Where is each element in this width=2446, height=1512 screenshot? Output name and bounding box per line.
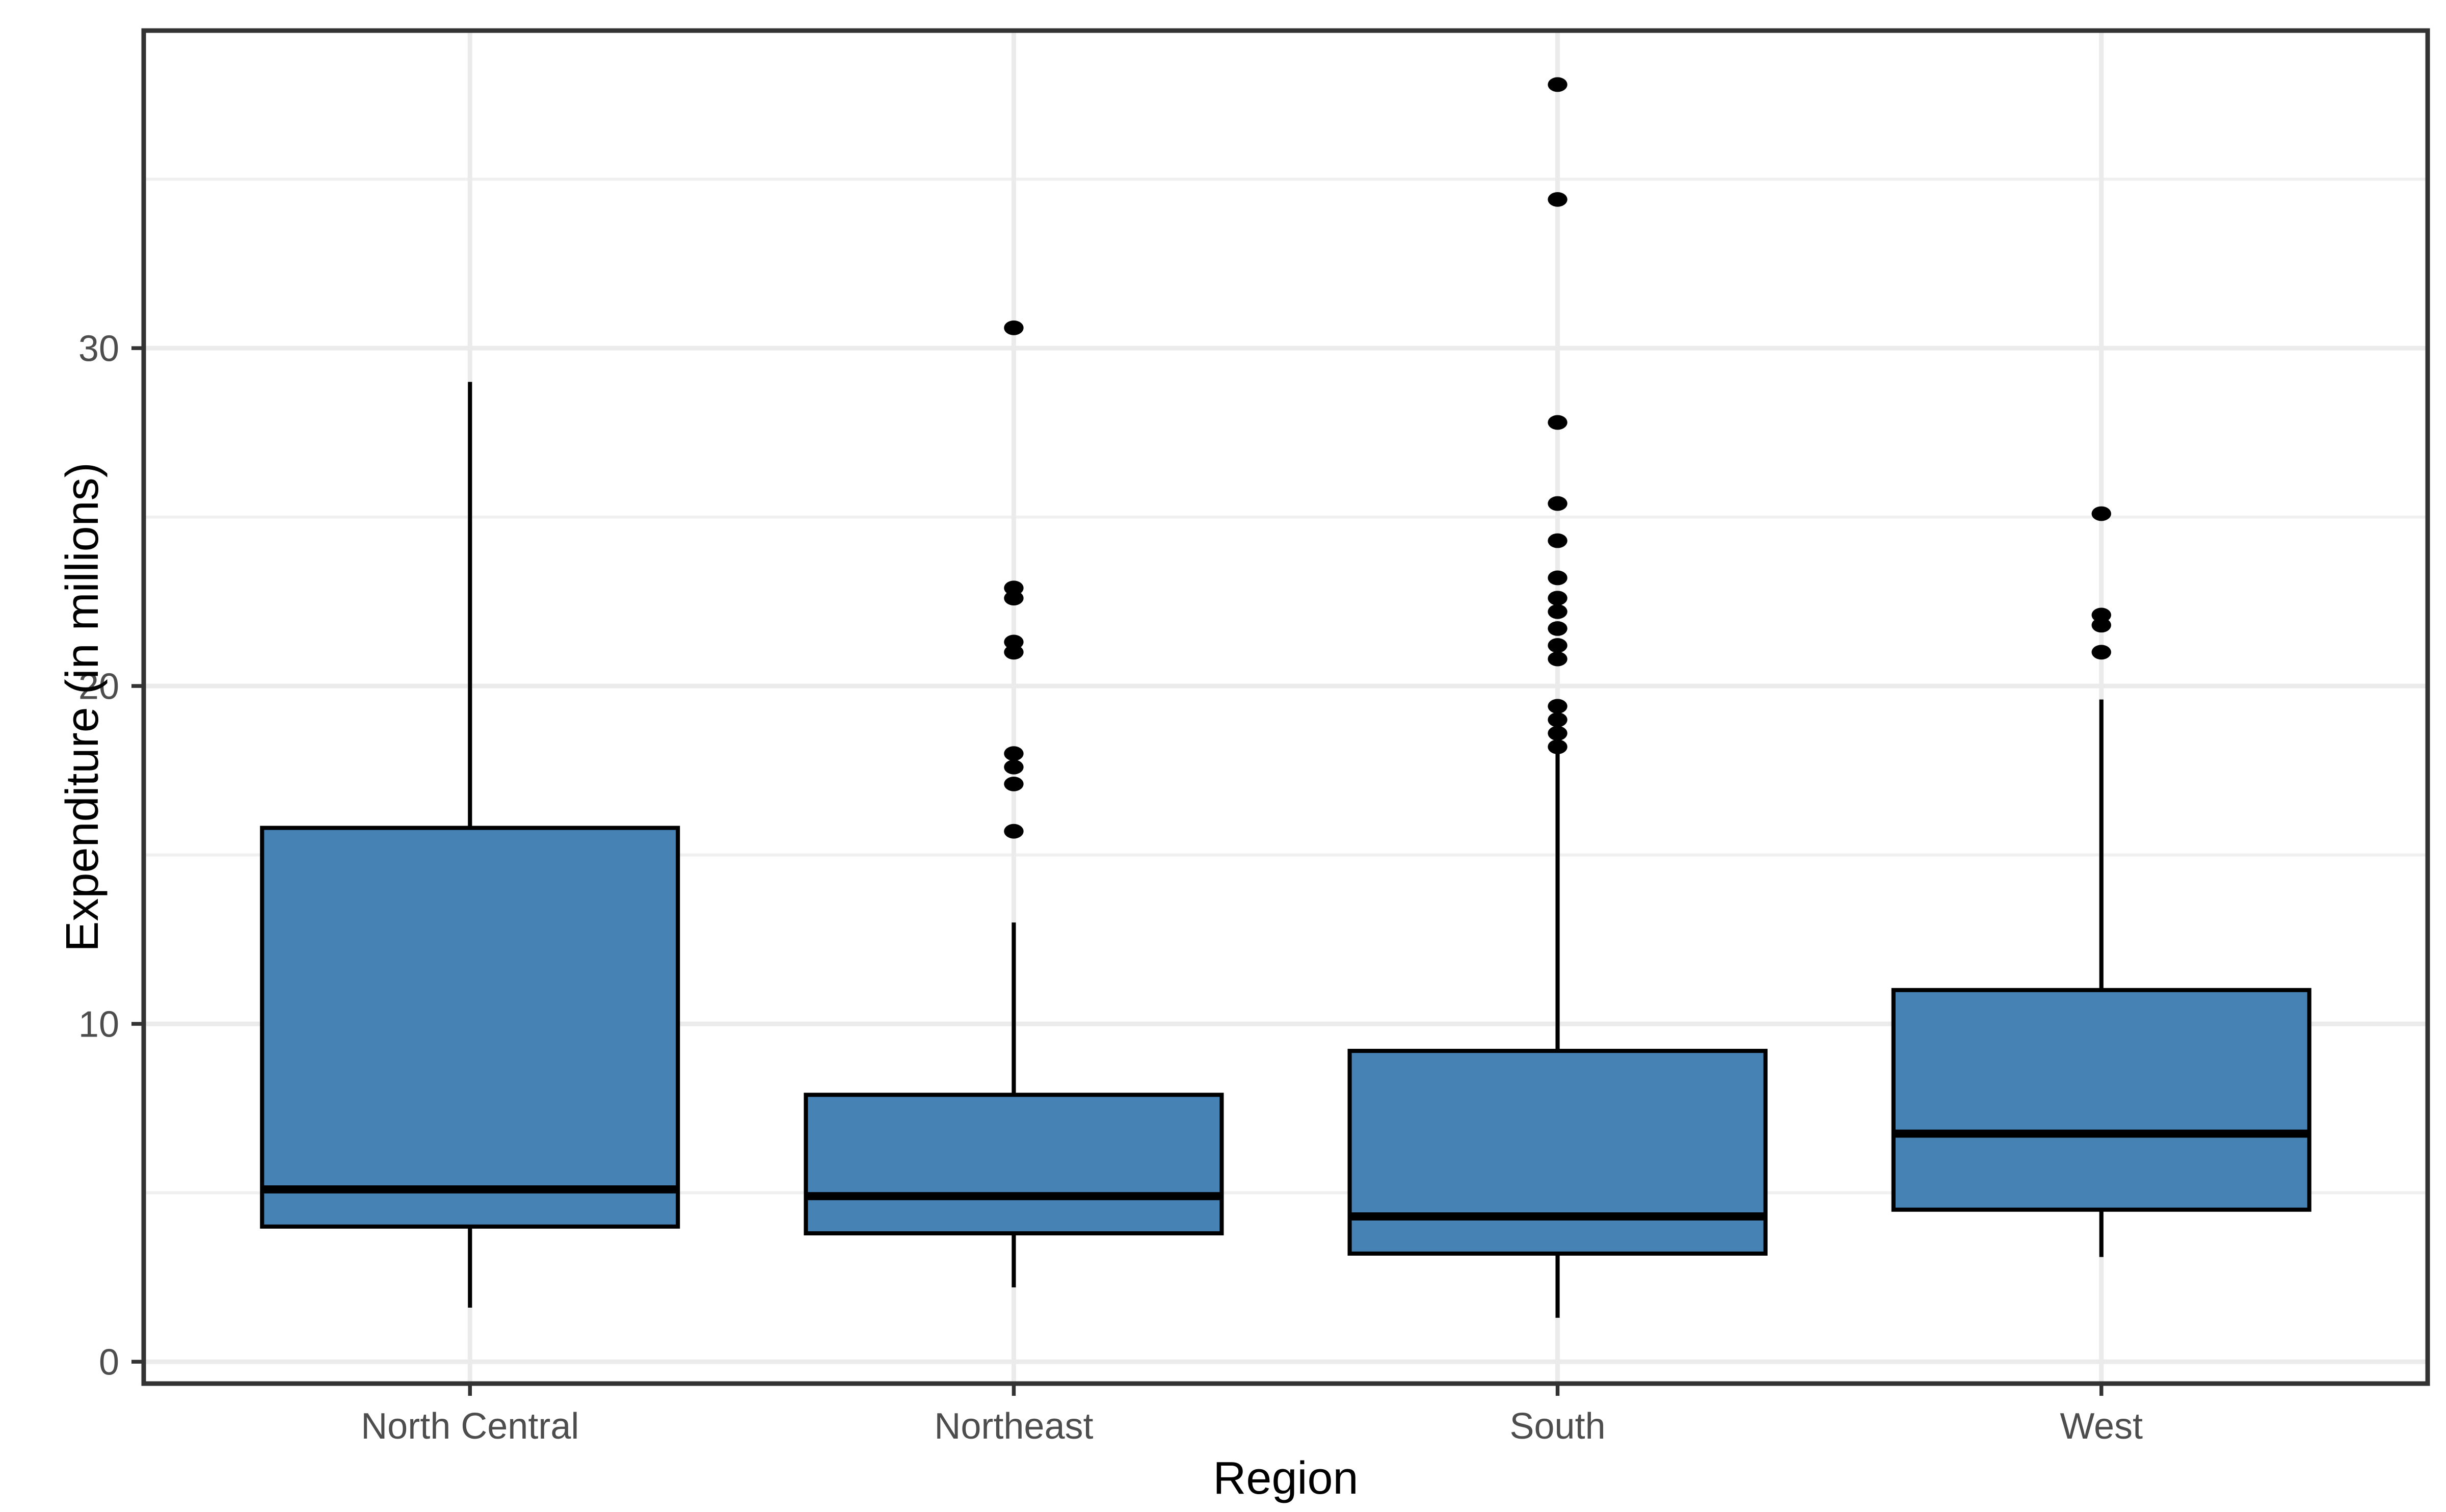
outlier-point-south-18.2 — [1548, 739, 1567, 754]
outlier-point-south-34.4 — [1548, 192, 1567, 207]
boxplot-west — [1891, 506, 2311, 1257]
panel-border — [141, 28, 2430, 1386]
y-tick-label-10: 10 — [78, 1004, 119, 1045]
axis-ticks-layer — [131, 346, 2104, 1396]
outlier-point-northeast-21 — [1004, 645, 1024, 660]
y-tick-label-30: 30 — [78, 328, 119, 369]
outlier-point-south-19.4 — [1548, 699, 1567, 714]
boxplot-northeast — [804, 320, 1224, 1288]
outlier-point-south-22.2 — [1548, 604, 1567, 619]
x-tick-label-northeast: Northeast — [934, 1406, 1093, 1447]
outlier-point-south-27.8 — [1548, 415, 1567, 430]
x-axis-title: Region — [1213, 1453, 1358, 1504]
axis-labels-layer: 0 10 20 30 North Central Northeast South West — [78, 328, 2143, 1447]
y-tick-label-0: 0 — [99, 1342, 119, 1383]
box-iqr-west — [1891, 988, 2311, 1212]
boxplot-north-central — [260, 382, 680, 1308]
outlier-point-south-23.2 — [1548, 570, 1567, 586]
outlier-point-northeast-17.1 — [1004, 776, 1024, 791]
outlier-point-south-24.3 — [1548, 533, 1567, 548]
outlier-point-south-22.6 — [1548, 591, 1567, 606]
outlier-point-northeast-15.7 — [1004, 824, 1024, 839]
x-tick-label-north-central: North Central — [361, 1406, 579, 1447]
outlier-point-northeast-22.9 — [1004, 580, 1024, 596]
x-tick-label-west: West — [2060, 1406, 2143, 1447]
boxplot-south — [1347, 77, 1768, 1318]
outlier-point-south-21.2 — [1548, 638, 1567, 653]
box-iqr-north-central — [260, 826, 680, 1229]
outlier-point-south-37.8 — [1548, 77, 1567, 92]
box-iqr-south — [1347, 1049, 1768, 1256]
outlier-point-south-25.4 — [1548, 496, 1567, 511]
x-tick-label-south: South — [1509, 1406, 1605, 1447]
outlier-point-south-18.6 — [1548, 726, 1567, 741]
outlier-point-west-21 — [2091, 645, 2111, 660]
outlier-point-south-19 — [1548, 712, 1567, 727]
outlier-point-south-20.8 — [1548, 651, 1567, 667]
outlier-point-west-22.1 — [2091, 607, 2111, 623]
outlier-point-northeast-22.6 — [1004, 591, 1024, 606]
outlier-point-northeast-17.6 — [1004, 759, 1024, 775]
outlier-point-west-21.8 — [2091, 618, 2111, 633]
outlier-point-northeast-30.6 — [1004, 320, 1024, 335]
y-tick-label-20: 20 — [78, 666, 119, 707]
outlier-point-south-21.7 — [1548, 621, 1567, 636]
outlier-point-northeast-18 — [1004, 746, 1024, 761]
outlier-point-northeast-21.3 — [1004, 634, 1024, 650]
y-axis-title: Expenditure (in millions) — [57, 462, 108, 951]
boxplot-marks-layer — [260, 77, 2311, 1318]
box-iqr-northeast — [804, 1093, 1224, 1236]
outlier-point-west-25.1 — [2091, 506, 2111, 521]
